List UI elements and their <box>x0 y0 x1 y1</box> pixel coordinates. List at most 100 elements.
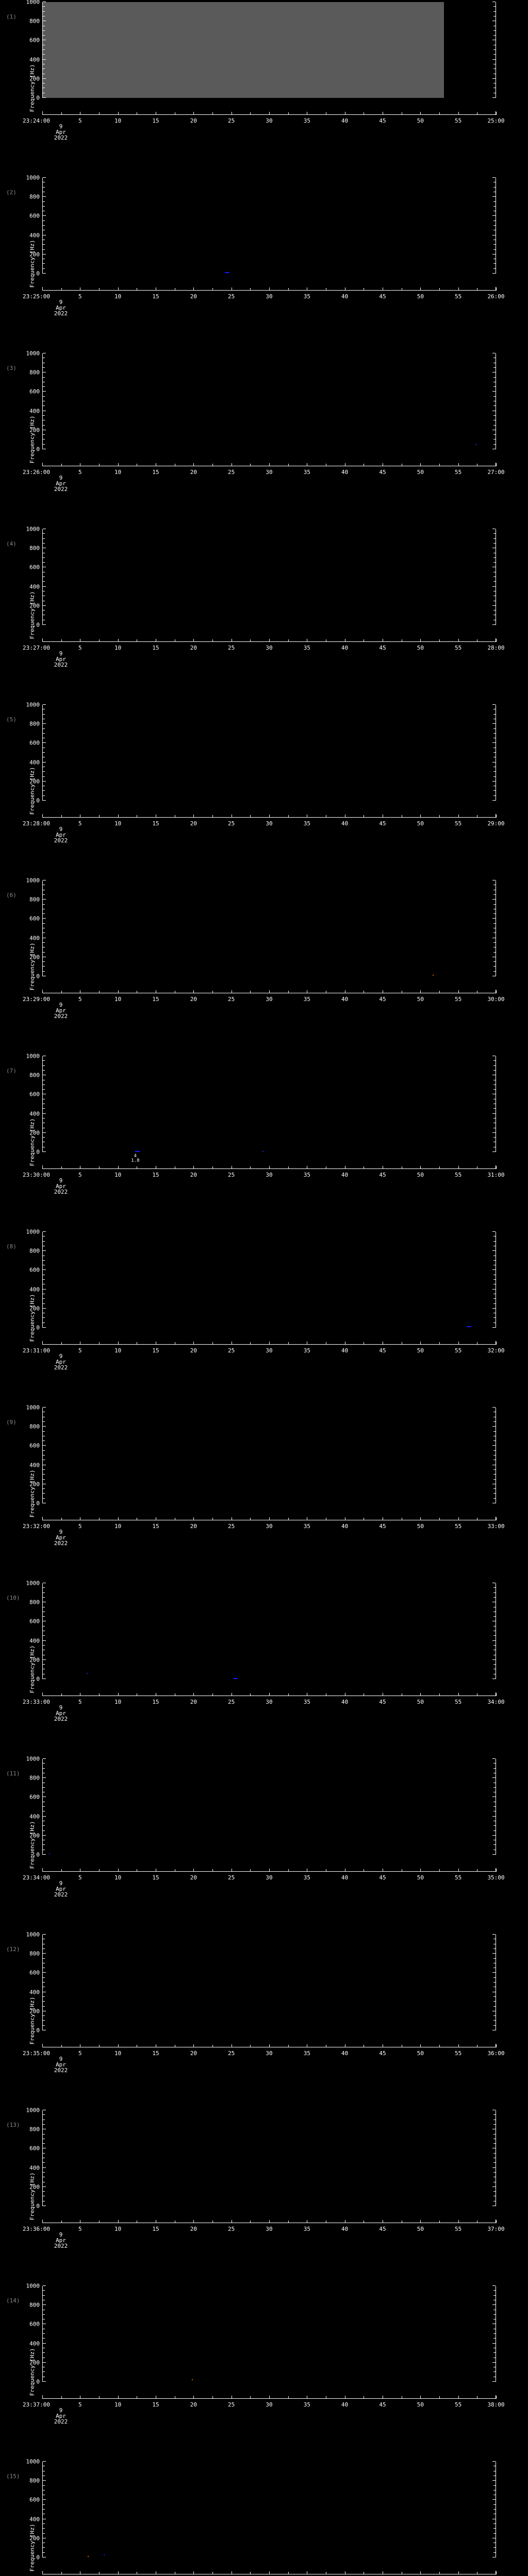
y-axis-tick <box>43 1469 45 1470</box>
time-axis-start-label: 23:30:00 <box>23 1172 50 1178</box>
y-axis-tick-label: 0 <box>36 446 40 453</box>
spectrogram-panel: (6) Frequency (Hz) 1000 800 600 400 200 0 23:29:… <box>0 878 528 1054</box>
y-axis-tick <box>43 2015 45 2016</box>
time-axis-tick-label: 50 <box>417 820 424 827</box>
y-axis-tick <box>43 752 45 753</box>
time-axis-start-label: 23:36:00 <box>23 2226 50 2232</box>
y-axis-tick <box>493 225 496 226</box>
y-axis-tick <box>43 942 45 943</box>
y-axis-tick <box>43 1070 45 1071</box>
time-axis-tick <box>99 2396 100 2398</box>
time-axis-tick-label: 5 <box>78 2050 82 2057</box>
y-axis-tick-label: 200 <box>29 602 40 609</box>
y-axis-title: Frequency (Hz) <box>28 240 36 287</box>
y-axis-tick <box>43 795 45 796</box>
y-axis-title: Frequency (Hz) <box>28 1294 36 1342</box>
time-axis-tick <box>212 2396 213 2398</box>
spectrogram-panel: (2) Frequency (Hz) 1000 800 600 400 200 0 23:25:… <box>0 175 528 351</box>
y-axis-tick <box>493 904 496 905</box>
y-axis-tick-label: 600 <box>29 212 40 219</box>
time-axis-tick-label: 15 <box>152 469 159 476</box>
y-axis-tick <box>492 59 496 60</box>
time-axis-tick <box>496 2571 497 2574</box>
time-axis-tick-label: 10 <box>114 2050 122 2057</box>
date-line: Apr <box>56 129 66 135</box>
y-axis-tick <box>492 742 496 743</box>
time-axis-tick-label: 5 <box>78 1172 82 1178</box>
time-axis-tick-label: 30 <box>266 645 273 651</box>
y-axis-line-left <box>42 2110 43 2206</box>
time-axis-tick <box>420 815 421 818</box>
y-axis-tick <box>43 1640 46 1641</box>
y-axis-tick <box>492 800 496 801</box>
y-axis-tick <box>493 1298 496 1299</box>
y-axis-tick <box>493 367 496 368</box>
marker-annotation: 4 1.8 <box>131 1154 139 1163</box>
y-axis-tick <box>43 2523 45 2524</box>
time-axis-tick <box>212 991 213 993</box>
time-axis-start-label: 23:24:00 <box>23 117 50 124</box>
y-axis-tick-label: 800 <box>29 1599 40 1606</box>
time-axis-tick-label: 15 <box>152 2401 159 2408</box>
y-axis-tick <box>43 1816 46 1817</box>
time-axis-tick <box>496 1693 497 1696</box>
y-axis-tick <box>493 1317 496 1318</box>
y-axis-tick-label: 600 <box>29 1091 40 1098</box>
time-axis-tick <box>212 1166 213 1168</box>
y-axis-tick <box>492 1640 496 1641</box>
time-axis-tick <box>250 2221 251 2223</box>
y-axis-tick <box>492 215 496 216</box>
time-axis-tick <box>458 2396 459 2399</box>
time-axis-tick <box>42 639 43 642</box>
time-axis-tick-label: 10 <box>114 293 122 300</box>
time-axis-tick-label: 35 <box>303 1523 310 1530</box>
y-axis-tick-label: 200 <box>29 75 40 82</box>
time-axis-tick <box>269 990 270 993</box>
y-axis-tick-label: 600 <box>29 37 40 44</box>
y-axis-tick <box>493 1084 496 1085</box>
time-axis-tick <box>193 287 194 291</box>
y-axis-tick <box>492 2461 496 2462</box>
y-axis-tick <box>492 1659 496 1660</box>
y-axis-tick-label: 0 <box>36 270 40 277</box>
y-axis-tick <box>493 1450 496 1451</box>
date-line: 9 <box>59 1880 63 1887</box>
y-axis-tick <box>492 2343 496 2344</box>
y-axis-tick <box>493 1958 496 1959</box>
y-axis-tick-label: 0 <box>36 1148 40 1156</box>
y-axis-tick <box>493 790 496 791</box>
y-axis-tick-label: 200 <box>29 427 40 434</box>
y-axis-tick <box>493 2114 496 2115</box>
y-axis-tick <box>492 1113 496 1114</box>
time-axis-tick <box>118 463 119 466</box>
time-axis-tick-label: 20 <box>190 1874 197 1881</box>
y-axis-tick <box>493 2006 496 2007</box>
time-axis-tick-label: 5 <box>78 2226 82 2232</box>
y-axis-tick <box>43 1659 46 1660</box>
time-axis-tick-label: 35 <box>303 117 310 124</box>
y-axis-tick <box>43 781 46 782</box>
y-axis-tick <box>492 605 496 606</box>
y-axis-tick <box>493 415 496 416</box>
y-axis-tick <box>43 2343 46 2344</box>
plot-area: 1000 800 600 400 200 0 <box>26 2108 496 2209</box>
time-axis-tick <box>99 2572 100 2574</box>
time-axis-tick-label: 40 <box>341 645 349 651</box>
y-axis-tick <box>43 196 46 197</box>
time-axis-tick <box>250 1342 251 1344</box>
time-axis-tick <box>212 1693 213 1696</box>
time-axis-tick <box>288 288 289 290</box>
time-axis-tick <box>118 112 119 115</box>
y-axis-tick <box>43 1132 46 1133</box>
y-axis-tick <box>492 1934 496 1935</box>
time-axis-tick <box>420 2396 421 2399</box>
time-axis-tick <box>99 1869 100 1871</box>
time-axis-tick <box>250 1518 251 1520</box>
time-axis-start-label: 23:35:00 <box>23 2050 50 2057</box>
time-axis-tick-label: 40 <box>341 1874 349 1881</box>
plot-background <box>42 2286 496 2382</box>
y-axis-tick <box>43 1137 45 1138</box>
y-axis-tick <box>493 268 496 269</box>
y-axis-tick <box>43 268 45 269</box>
time-axis-tick-label: 25 <box>228 820 235 827</box>
